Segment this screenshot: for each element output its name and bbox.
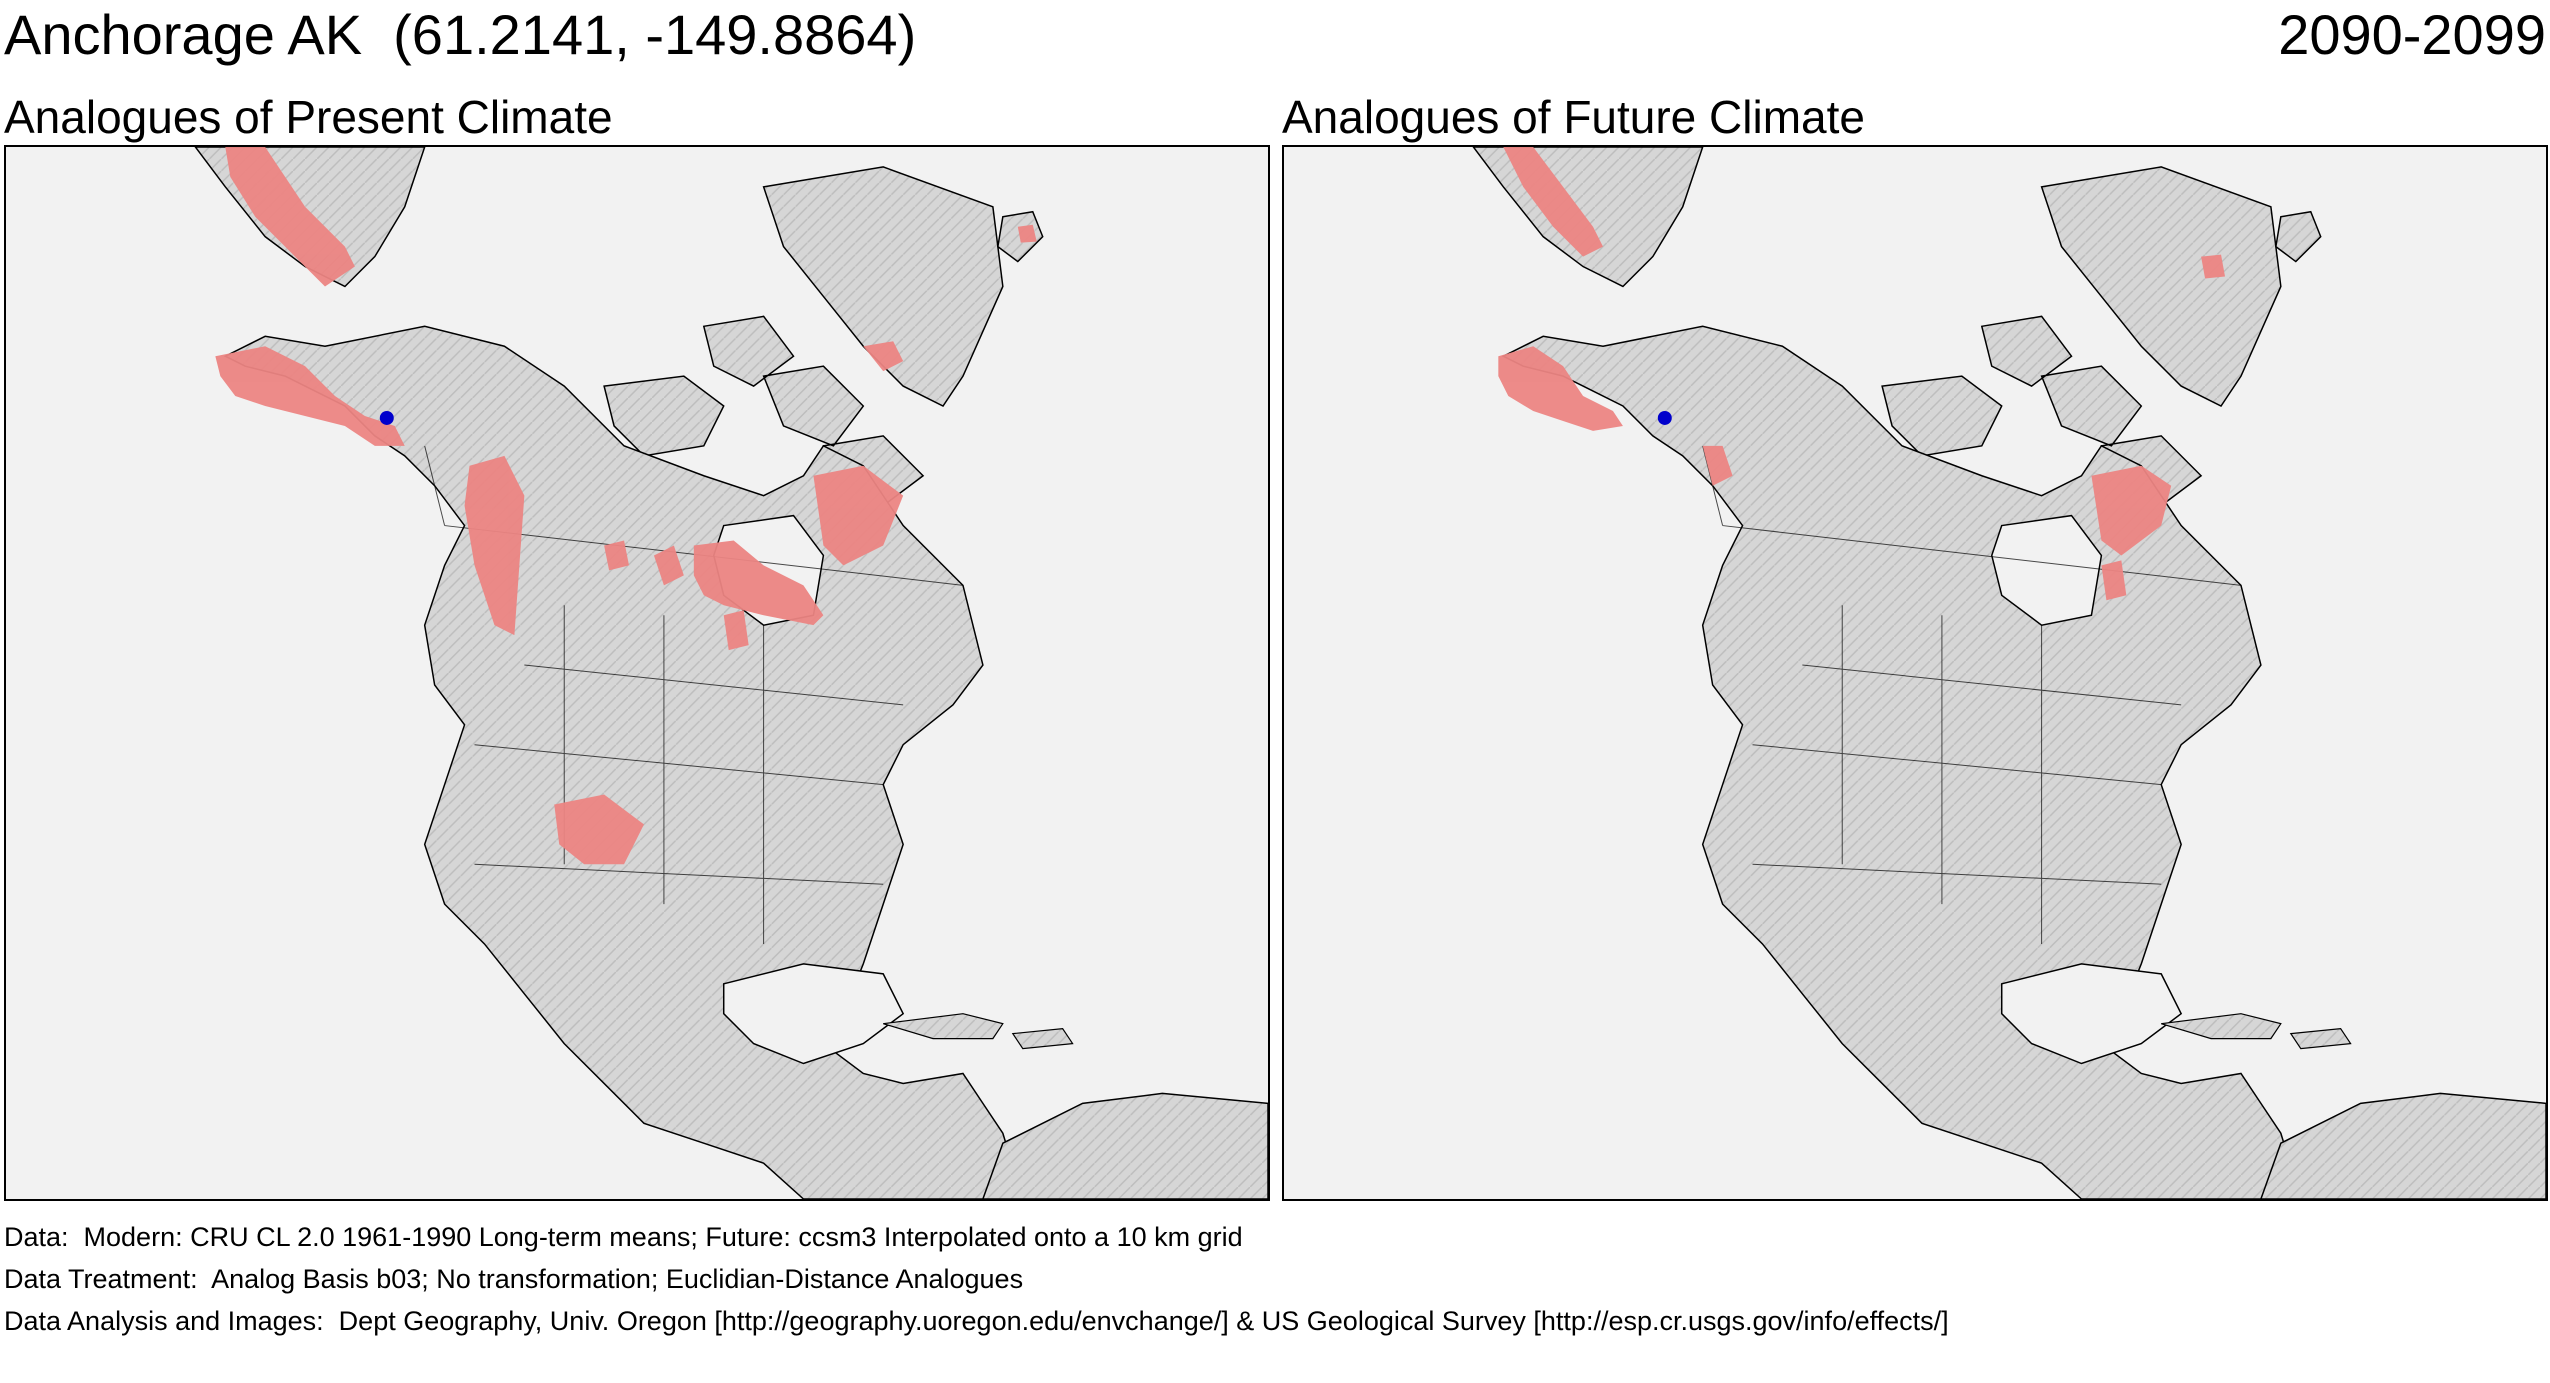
gulf-of-mexico <box>2000 963 2183 1065</box>
gulf-of-mexico <box>722 963 905 1065</box>
caribbean-islands <box>2161 1013 2352 1050</box>
location-marker <box>379 410 394 425</box>
caribbean-islands <box>883 1013 1074 1050</box>
future-analogue-map <box>1282 145 2548 1201</box>
location-marker <box>1657 410 1672 425</box>
future-panel-title: Analogues of Future Climate <box>1282 91 1865 143</box>
period-label: 2090-2099 <box>2278 3 2546 66</box>
footer-treatment-line: Data Treatment: Analog Basis b03; No tra… <box>4 1264 1024 1294</box>
present-panel-title: Analogues of Present Climate <box>4 91 613 143</box>
south-america-landmass <box>982 1092 1268 1199</box>
present-analogue-map <box>4 145 1270 1201</box>
south-america-landmass <box>2260 1092 2546 1199</box>
footer-data-line: Data: Modern: CRU CL 2.0 1961-1990 Long-… <box>4 1222 1243 1252</box>
political-borders <box>1702 445 2242 944</box>
greenland-landmass <box>2040 166 2282 407</box>
hudson-bay <box>1990 514 2103 626</box>
footer-analysis-line: Data Analysis and Images: Dept Geography… <box>4 1306 1949 1336</box>
greenland-landmass <box>762 166 1004 407</box>
location-title: Anchorage AK (61.2141, -149.8864) <box>4 3 917 66</box>
iceland-landmass <box>2275 210 2322 263</box>
analog-regions <box>215 147 1037 865</box>
